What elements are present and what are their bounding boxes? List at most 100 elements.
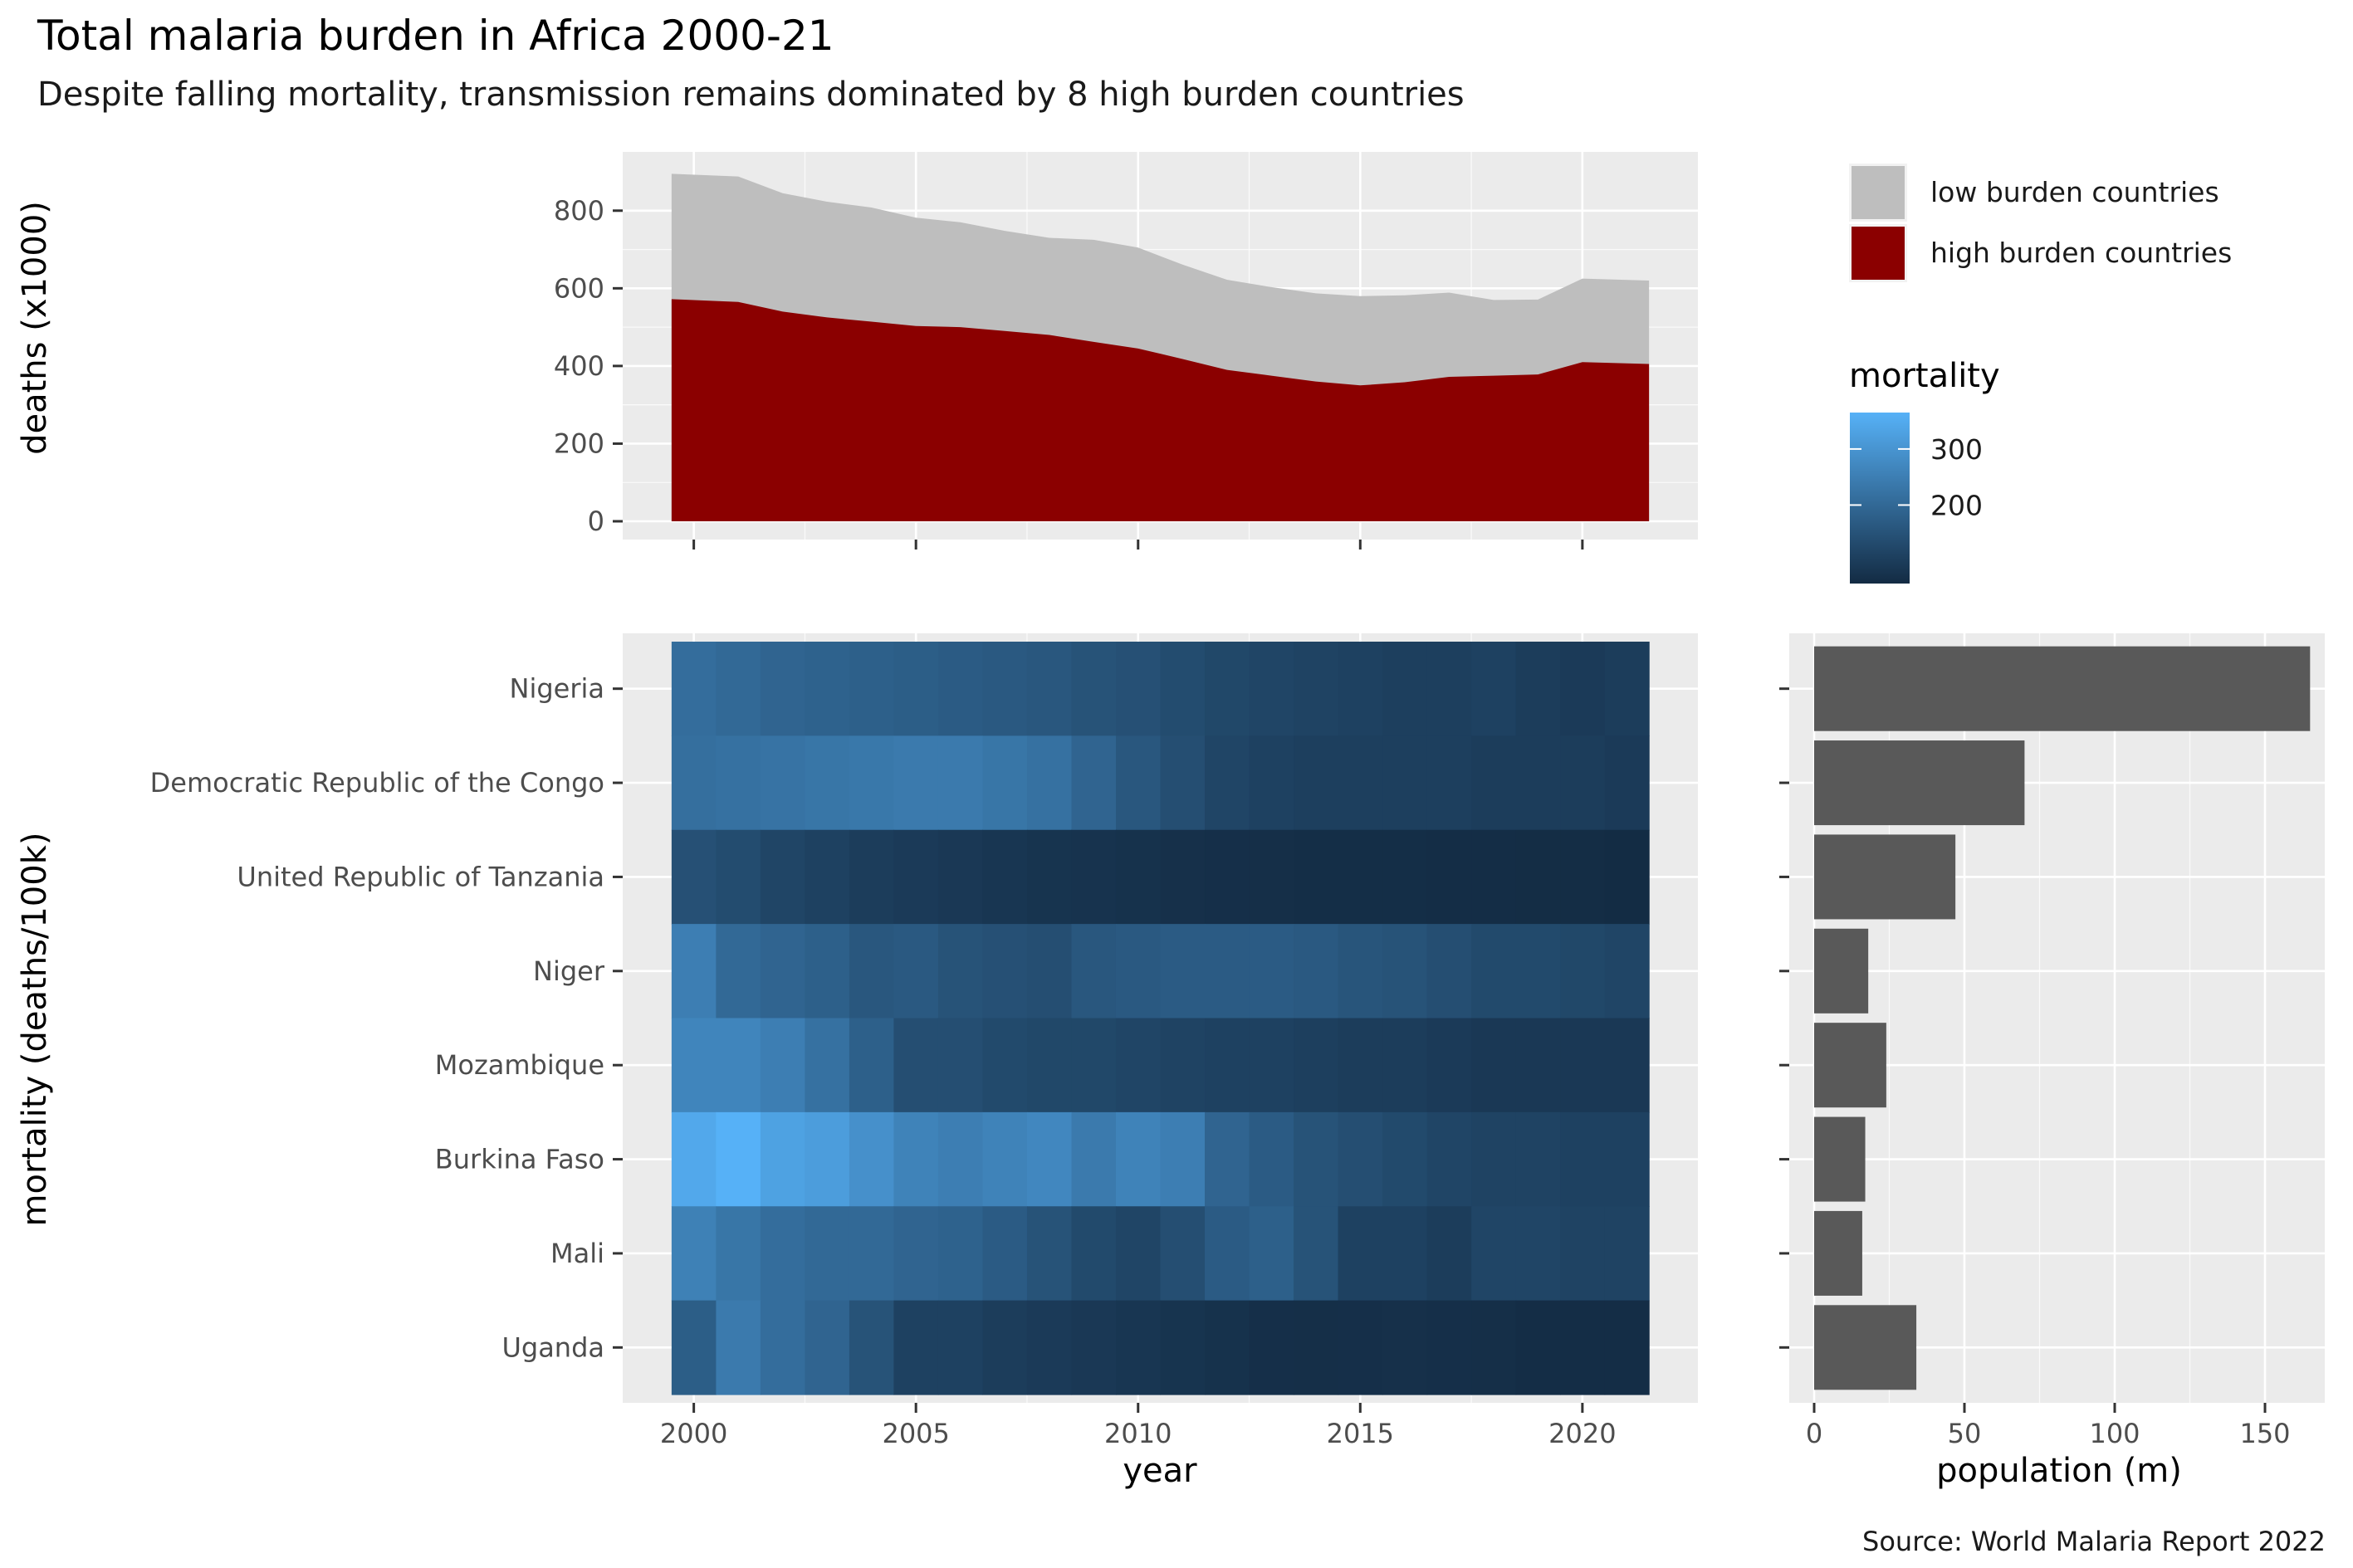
heatmap-cell: [1026, 735, 1073, 831]
heatmap-cell: [1471, 924, 1517, 1019]
heatmap-cell: [1382, 735, 1428, 831]
heatmap-cell: [1294, 924, 1339, 1019]
heatmap-cell: [1115, 735, 1162, 831]
heatmap-cell: [1071, 924, 1117, 1019]
heatmap-cell: [1604, 829, 1650, 925]
heatmap-cell: [760, 1111, 806, 1207]
heatmap-cell: [1115, 642, 1162, 736]
heatmap-cell: [1560, 829, 1606, 925]
heatmap-x-tick-label: 2000: [660, 1418, 727, 1449]
heatmap-cell: [760, 735, 806, 831]
heatmap-cell: [1426, 642, 1472, 736]
heatmap-cell: [937, 735, 984, 831]
heatmap-cell: [1382, 1018, 1428, 1113]
heatmap-cell: [1382, 1111, 1428, 1207]
heatmap-cell: [849, 1300, 895, 1395]
heatmap-cell: [1515, 924, 1561, 1019]
heatmap-cell: [1071, 1300, 1117, 1395]
heatmap-cell: [1338, 1111, 1383, 1207]
heatmap-cell: [1604, 642, 1650, 736]
heatmap-cell: [760, 1300, 806, 1395]
heatmap-cell: [1026, 1206, 1073, 1302]
heatmap-cell: [1338, 1206, 1383, 1302]
heatmap-cell: [1515, 1206, 1561, 1302]
colorbar-tick-label: 300: [1930, 433, 1983, 466]
heatmap-cell: [671, 1206, 717, 1302]
heatmap-cell: [1382, 924, 1428, 1019]
heatmap-cell: [671, 1300, 717, 1395]
heatmap-cell: [1160, 1111, 1206, 1207]
population-bar: [1814, 1210, 1862, 1296]
area-y-tick-label: 600: [554, 272, 604, 304]
heatmap-cell: [1294, 735, 1339, 831]
chart-title: Total malaria burden in Africa 2000-21: [37, 12, 834, 60]
mortality-colorbar: 200 300: [1850, 413, 1983, 584]
heatmap-cell: [1382, 642, 1428, 736]
heatmap-cell: [805, 924, 850, 1019]
heatmap-cell: [1205, 1206, 1250, 1302]
heatmap-cell: [1560, 1300, 1606, 1395]
heatmap-cell: [716, 829, 761, 925]
heatmap-cell: [982, 924, 1028, 1019]
heatmap-cell: [1160, 924, 1206, 1019]
heatmap-cell: [805, 1300, 850, 1395]
heatmap-cell: [1560, 735, 1606, 831]
heatmap-cell: [1249, 642, 1294, 736]
heatmap-cell: [716, 642, 761, 736]
heatmap-cell: [982, 1111, 1028, 1207]
heatmap-country-label: Uganda: [501, 1331, 604, 1363]
heatmap-cell: [1338, 829, 1383, 925]
source-caption: Source: World Malaria Report 2022: [1862, 1526, 2326, 1557]
heatmap-cell: [671, 924, 717, 1019]
heatmap-cell: [1560, 1018, 1606, 1113]
heatmap-cell: [1115, 1206, 1162, 1302]
heatmap-cell: [937, 1300, 984, 1395]
heatmap-cell: [1426, 1206, 1472, 1302]
population-bar: [1814, 740, 2025, 826]
colorbar-bar: [1850, 413, 1910, 584]
heatmap-cell: [1249, 1206, 1294, 1302]
heatmap-cell: [716, 735, 761, 831]
heatmap-cell: [760, 642, 806, 736]
heatmap-cell: [805, 735, 850, 831]
heatmap-cell: [1071, 829, 1117, 925]
heatmap-cell: [1338, 642, 1383, 736]
area-y-tick-label: 800: [554, 195, 604, 227]
heatmap-cell: [937, 924, 984, 1019]
heatmap-cell: [1115, 1111, 1162, 1207]
heatmap-cell: [849, 642, 895, 736]
heatmap-cell: [1471, 642, 1517, 736]
heatmap-cell: [1115, 1018, 1162, 1113]
heatmap-cell: [893, 924, 939, 1019]
heatmap-cell: [1515, 1300, 1561, 1395]
heatmap-cell: [1471, 1111, 1517, 1207]
heatmap-cell: [805, 1018, 850, 1113]
bar-x-axis-title: population (m): [1936, 1452, 2182, 1490]
heatmap-cell: [1205, 924, 1250, 1019]
population-bar: [1814, 834, 1956, 920]
heatmap-cell: [1426, 924, 1472, 1019]
heatmap-cell: [1294, 829, 1339, 925]
heatmap-cell: [893, 1018, 939, 1113]
heatmap-cell: [1604, 1300, 1650, 1395]
heatmap-cell: [1515, 829, 1561, 925]
heatmap-cell: [1071, 1018, 1117, 1113]
heatmap-cell: [893, 1300, 939, 1395]
heatmap-cell: [982, 1018, 1028, 1113]
heatmap-country-label: Mozambique: [435, 1049, 604, 1081]
heatmap-cell: [1604, 1111, 1650, 1207]
heatmap-cell: [716, 924, 761, 1019]
legend-entry-label: high burden countries: [1930, 237, 2232, 269]
heatmap-cell: [671, 642, 717, 736]
heatmap-cell: [849, 829, 895, 925]
heatmap-cell: [937, 1111, 984, 1207]
area-high-burden-series: [671, 299, 1650, 521]
heatmap-cell: [982, 1300, 1028, 1395]
population-bar: [1814, 1023, 1886, 1108]
heatmap-cell: [1160, 735, 1206, 831]
heatmap-cell: [1249, 1111, 1294, 1207]
heatmap-cell: [805, 642, 850, 736]
heatmap-cell: [849, 1111, 895, 1207]
heatmap-cell: [760, 1018, 806, 1113]
